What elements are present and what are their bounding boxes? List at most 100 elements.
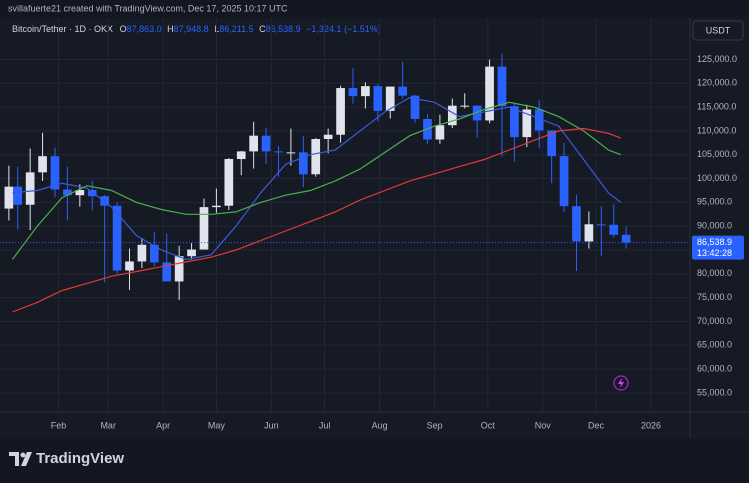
ohlc-value: 86,211.5 [219, 24, 253, 34]
candle-body [75, 189, 85, 196]
y-tick-label: 80,000.0 [697, 268, 732, 278]
candle-body [596, 224, 606, 226]
x-tick-label: Nov [535, 420, 552, 430]
x-tick-label: Jun [264, 420, 279, 430]
y-tick-label: 110,000.0 [697, 125, 736, 135]
y-tick-label: 125,000.0 [697, 54, 737, 64]
logo-mark [9, 452, 19, 466]
candle-body [4, 186, 14, 209]
candle-body [137, 244, 147, 262]
logo-mark [21, 452, 32, 466]
y-tick-label: 60,000.0 [697, 363, 732, 373]
y-tick-label: 90,000.0 [697, 221, 732, 231]
last-price-box [692, 235, 744, 260]
symbol: Bitcoin/Tether · 1D · OKX [12, 24, 113, 34]
credit: svillafuerte21 created with TradingView.… [8, 3, 288, 13]
candle-body [572, 206, 581, 242]
y-tick-label: 70,000.0 [697, 316, 732, 326]
y-tick-label: 75,000.0 [697, 292, 732, 302]
candle-body [534, 109, 544, 131]
candle-body [249, 135, 258, 152]
x-tick-label: Feb [51, 420, 67, 430]
candle-body [286, 152, 296, 154]
candle-body [348, 88, 358, 97]
candle-body [236, 151, 246, 160]
candle-body [522, 109, 532, 138]
ohlc-key: O [120, 24, 127, 34]
candle-body [174, 256, 184, 282]
ohlc-value: 87,948.8 [174, 24, 209, 34]
candle-body [261, 135, 271, 152]
y-tick-label: 105,000.0 [697, 149, 737, 159]
brand: TradingView [36, 450, 124, 467]
x-tick-label: Jul [319, 420, 331, 430]
y-tick-label: 100,000.0 [697, 173, 737, 183]
candle-body [298, 152, 308, 175]
candle-body [373, 86, 383, 111]
x-tick-label: Sep [427, 420, 443, 430]
candle-body [410, 95, 420, 120]
candle-body [224, 159, 234, 206]
alert-icon-bolt [618, 378, 624, 388]
candle-body [112, 205, 122, 271]
moving-average-line [12, 127, 622, 313]
candle-body [361, 86, 370, 97]
x-tick-label: Oct [481, 420, 496, 430]
y-tick-label: 115,000.0 [697, 101, 736, 111]
ohlc-key: H [167, 24, 174, 34]
candle-body [63, 189, 72, 196]
x-tick-label: Apr [156, 420, 170, 430]
candle-body [311, 139, 321, 175]
ohlc-key: C [259, 24, 266, 34]
currency: USDT [706, 25, 731, 35]
y-tick-label: 65,000.0 [697, 340, 732, 350]
candle-body [38, 156, 47, 173]
candle-body [162, 262, 172, 282]
last-price-label: 86,538.9 [697, 237, 732, 247]
x-tick-label: Aug [372, 420, 388, 430]
candle-body [547, 130, 556, 157]
y-tick-label: 95,000.0 [697, 197, 732, 207]
candle-body [212, 205, 221, 208]
moving-average-line [11, 101, 622, 260]
chart-panel [0, 18, 749, 438]
ohlc-value: 87,863.0 [127, 24, 162, 34]
x-tick-label: 2026 [641, 420, 661, 430]
candle-body [497, 66, 507, 107]
moving-average-line [12, 96, 622, 261]
candle-body [609, 224, 619, 235]
candle-body [447, 105, 457, 126]
candle-body [187, 249, 196, 257]
candle-body [25, 172, 35, 205]
currency-box[interactable] [692, 20, 744, 41]
candle-body [125, 261, 134, 271]
x-tick-label: May [208, 420, 226, 430]
x-tick-label: Dec [588, 420, 605, 430]
candle-body [460, 105, 470, 107]
candle-body [149, 244, 159, 263]
candle-body [50, 156, 60, 190]
ohlc-value: 86,538.9 [266, 24, 301, 34]
candle-body [398, 86, 407, 96]
candle-body [559, 156, 569, 207]
change: −1,324.1 (−1.51%) [306, 24, 381, 34]
candle-body [385, 86, 395, 111]
candle-body [13, 186, 23, 205]
candle-body [584, 224, 594, 242]
candle-body [621, 234, 631, 243]
alert-icon[interactable] [613, 375, 629, 391]
candle-body [336, 88, 345, 135]
countdown: 13:42:28 [697, 248, 732, 258]
candle-body [510, 106, 519, 138]
candle-body [435, 125, 445, 140]
candle-body [323, 134, 333, 140]
symbol-line: Bitcoin/Tether · 1D · OKX O87,863.0 H87,… [12, 24, 381, 34]
candle-body [485, 66, 494, 121]
y-tick-label: 55,000.0 [697, 387, 732, 397]
x-tick-label: Mar [100, 420, 116, 430]
candle-body [274, 151, 283, 153]
candle-body [87, 189, 97, 197]
logo [9, 452, 32, 466]
